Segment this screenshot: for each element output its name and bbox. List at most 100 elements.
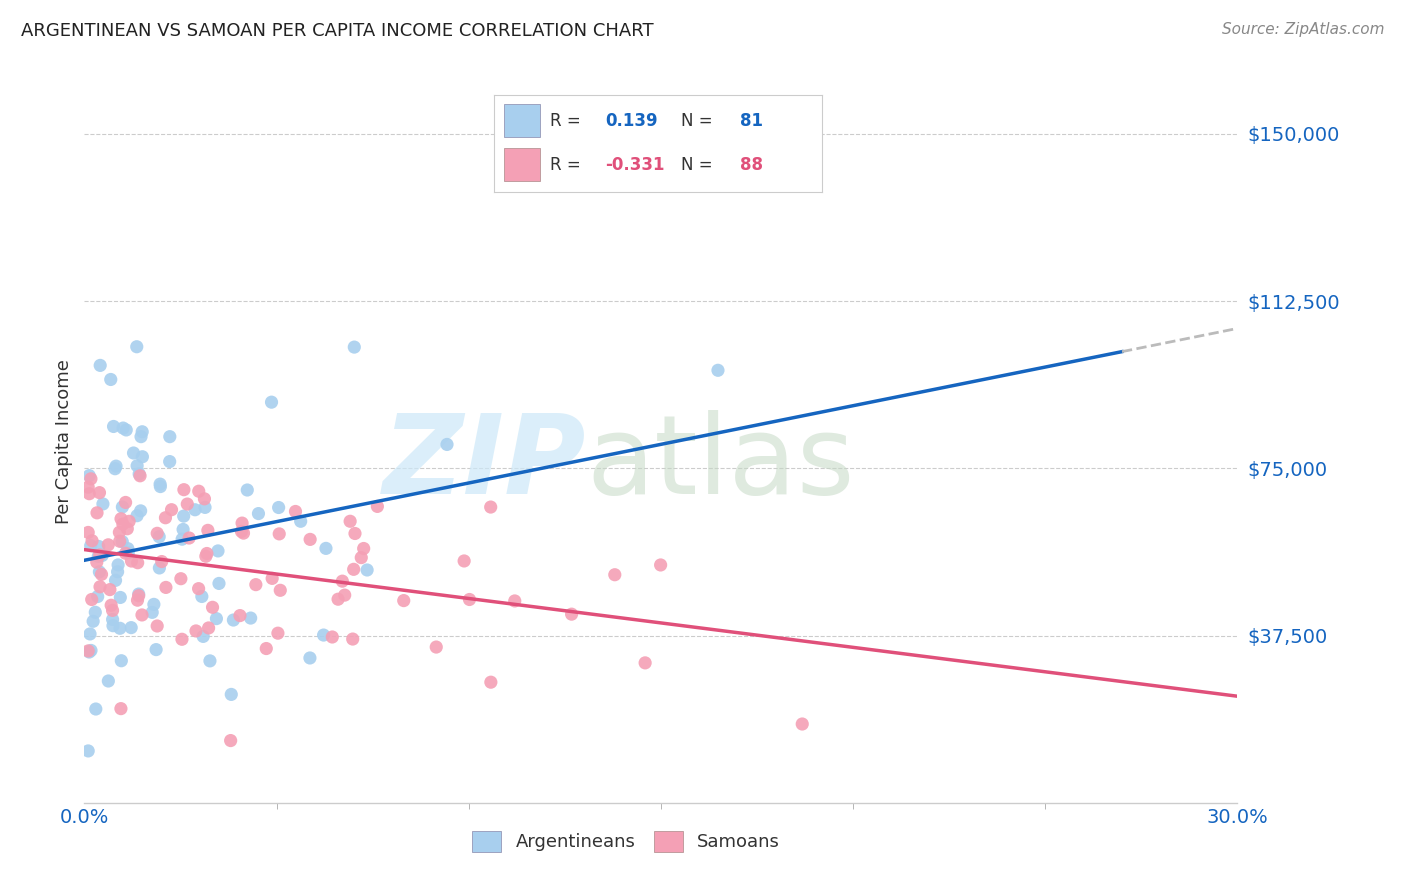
Point	[89, 359, 111, 373]
Point	[299, 533, 322, 547]
Point	[458, 592, 481, 607]
Point	[129, 504, 152, 518]
Point	[170, 572, 193, 586]
Point	[149, 477, 172, 491]
Point	[141, 605, 163, 619]
Text: ARGENTINEAN VS SAMOAN PER CAPITA INCOME CORRELATION CHART: ARGENTINEAN VS SAMOAN PER CAPITA INCOME …	[21, 22, 654, 40]
Point	[100, 372, 122, 386]
Point	[122, 446, 145, 460]
Point	[128, 587, 150, 601]
Point	[115, 423, 138, 437]
Point	[84, 605, 107, 619]
Point	[97, 538, 120, 552]
Text: Source: ZipAtlas.com: Source: ZipAtlas.com	[1222, 22, 1385, 37]
Point	[219, 733, 242, 747]
Point	[343, 526, 366, 541]
Point	[245, 577, 267, 591]
Point	[146, 526, 169, 541]
Point	[101, 612, 124, 626]
Point	[129, 430, 152, 444]
Text: ZIP: ZIP	[382, 409, 586, 516]
Point	[207, 544, 229, 558]
Point	[339, 514, 361, 528]
Point	[436, 437, 458, 451]
Point	[121, 554, 143, 568]
Point	[195, 547, 218, 561]
Point	[125, 508, 148, 523]
Point	[114, 546, 136, 560]
Point	[89, 548, 111, 562]
Point	[118, 514, 141, 528]
Point	[89, 485, 111, 500]
Point	[170, 632, 193, 647]
Point	[86, 555, 108, 569]
Point	[114, 495, 136, 509]
Point	[80, 539, 103, 553]
Point	[267, 500, 290, 515]
Point	[330, 574, 353, 589]
Point	[194, 549, 217, 564]
Point	[197, 621, 219, 635]
Point	[111, 534, 134, 549]
Point	[120, 621, 142, 635]
Point	[142, 598, 165, 612]
Point	[148, 561, 170, 575]
Point	[321, 630, 343, 644]
Point	[84, 702, 107, 716]
Point	[112, 421, 135, 435]
Point	[392, 593, 415, 607]
Point	[479, 500, 502, 514]
Point	[110, 701, 132, 715]
Point	[149, 479, 172, 493]
Y-axis label: Per Capita Income: Per Capita Income	[55, 359, 73, 524]
Point	[77, 480, 100, 494]
Point	[101, 603, 124, 617]
Point	[176, 497, 198, 511]
Point	[103, 419, 125, 434]
Point	[155, 581, 177, 595]
Point	[269, 583, 291, 598]
Point	[191, 590, 214, 604]
Point	[145, 642, 167, 657]
Point	[127, 458, 149, 473]
Point	[111, 517, 134, 532]
Point	[79, 645, 101, 659]
Point	[110, 654, 132, 668]
Point	[91, 549, 114, 563]
Point	[131, 450, 153, 464]
Point	[160, 502, 183, 516]
Point	[561, 607, 583, 622]
Point	[333, 588, 356, 602]
Point	[231, 516, 253, 530]
Point	[117, 541, 139, 556]
Point	[194, 500, 217, 515]
Point	[184, 624, 207, 638]
Point	[326, 592, 349, 607]
Point	[222, 613, 245, 627]
Point	[131, 607, 153, 622]
Point	[80, 592, 103, 607]
Point	[284, 504, 307, 518]
Point	[148, 530, 170, 544]
Point	[77, 486, 100, 500]
Point	[86, 506, 108, 520]
Point	[219, 687, 242, 701]
Point	[129, 468, 152, 483]
Point	[201, 600, 224, 615]
Point	[229, 608, 252, 623]
Point	[89, 580, 111, 594]
Point	[101, 618, 124, 632]
Point	[127, 556, 149, 570]
Point	[342, 632, 364, 646]
Point	[173, 509, 195, 524]
Point	[254, 641, 277, 656]
Point	[77, 644, 100, 658]
Point	[239, 611, 262, 625]
Point	[479, 675, 502, 690]
Point	[108, 534, 131, 549]
Point	[205, 612, 228, 626]
Point	[155, 510, 177, 524]
Legend: Argentineans, Samoans: Argentineans, Samoans	[465, 823, 787, 859]
Point	[366, 500, 388, 514]
Point	[87, 549, 110, 564]
